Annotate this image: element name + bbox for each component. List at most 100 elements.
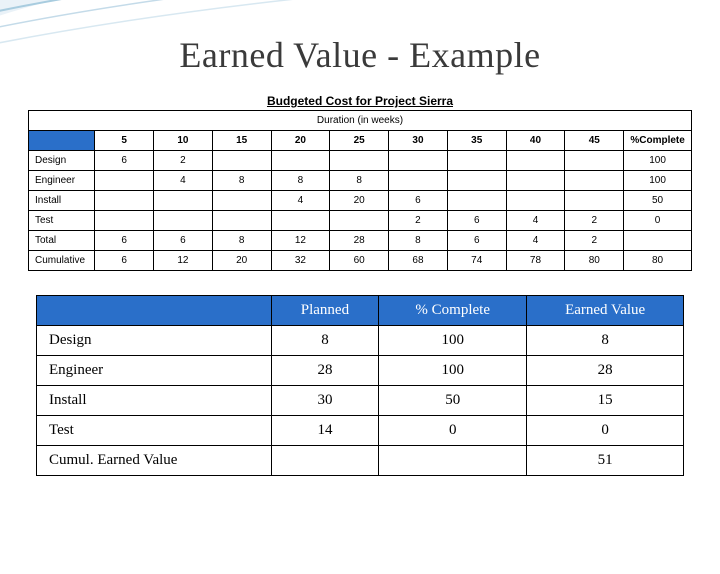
cell [95, 211, 154, 231]
cell: 78 [506, 251, 565, 271]
cell: 68 [389, 251, 448, 271]
cell [506, 151, 565, 171]
cell: 6 [95, 251, 154, 271]
table1-header: 10 [154, 131, 213, 151]
cell: 28 [330, 231, 389, 251]
cell: 15 [527, 386, 684, 416]
row-label: Engineer [37, 356, 272, 386]
row-label: Engineer [29, 171, 95, 191]
table1-header: 30 [389, 131, 448, 151]
cell: 100 [624, 151, 692, 171]
table-row: Design81008 [37, 326, 684, 356]
table1-header: 25 [330, 131, 389, 151]
cell [154, 191, 213, 211]
row-label: Cumulative [29, 251, 95, 271]
cell: 8 [212, 231, 271, 251]
table-row: Engineer2810028 [37, 356, 684, 386]
table1-header: 15 [212, 131, 271, 151]
cell: 100 [624, 171, 692, 191]
cell [212, 211, 271, 231]
table-row: Cumul. Earned Value51 [37, 446, 684, 476]
cell [624, 231, 692, 251]
cell: 80 [565, 251, 624, 271]
cell: 6 [95, 151, 154, 171]
cell [565, 171, 624, 191]
cell: 28 [271, 356, 378, 386]
duration-label: Duration (in weeks) [29, 111, 692, 131]
cell [271, 211, 330, 231]
table1-header-blank [29, 131, 95, 151]
cell: 12 [271, 231, 330, 251]
earned-value-table-container: Planned % Complete Earned Value Design81… [36, 295, 684, 476]
cell: 4 [506, 231, 565, 251]
budget-table-container: Budgeted Cost for Project Sierra Duratio… [28, 94, 692, 271]
table2-header: Planned [271, 296, 378, 326]
cell: 4 [506, 211, 565, 231]
cell: 80 [624, 251, 692, 271]
cell: 14 [271, 416, 378, 446]
cell: 0 [379, 416, 527, 446]
row-label: Total [29, 231, 95, 251]
table-row: Test26420 [29, 211, 692, 231]
cell [271, 151, 330, 171]
cell: 8 [527, 326, 684, 356]
cell: 30 [271, 386, 378, 416]
cell [212, 151, 271, 171]
table1-header-row: 5 10 15 20 25 30 35 40 45 %Complete [29, 131, 692, 151]
cell [389, 171, 448, 191]
cell: 6 [154, 231, 213, 251]
cell: 32 [271, 251, 330, 271]
cell [565, 191, 624, 211]
cell: 2 [565, 211, 624, 231]
table2-header-blank [37, 296, 272, 326]
cell [271, 446, 378, 476]
table1-header: 40 [506, 131, 565, 151]
cell: 2 [389, 211, 448, 231]
table1-header: 45 [565, 131, 624, 151]
duration-header-row: Duration (in weeks) [29, 111, 692, 131]
budget-table: Budgeted Cost for Project Sierra Duratio… [28, 94, 692, 271]
page-title: Earned Value - Example [0, 34, 720, 76]
cell [447, 191, 506, 211]
cell [379, 446, 527, 476]
cell: 8 [271, 326, 378, 356]
table2-header: % Complete [379, 296, 527, 326]
cell [506, 171, 565, 191]
cell: 2 [154, 151, 213, 171]
cell: 0 [527, 416, 684, 446]
table-row: Install305015 [37, 386, 684, 416]
cell [95, 171, 154, 191]
cell: 28 [527, 356, 684, 386]
table2-header-row: Planned % Complete Earned Value [37, 296, 684, 326]
cell [447, 171, 506, 191]
row-label: Test [29, 211, 95, 231]
table1-header: 5 [95, 131, 154, 151]
cell: 6 [447, 211, 506, 231]
cell: 4 [271, 191, 330, 211]
cell: 50 [379, 386, 527, 416]
cell: 8 [271, 171, 330, 191]
cell: 74 [447, 251, 506, 271]
table-row: Install420650 [29, 191, 692, 211]
table1-header: %Complete [624, 131, 692, 151]
cell: 100 [379, 356, 527, 386]
row-label: Design [29, 151, 95, 171]
budget-table-caption: Budgeted Cost for Project Sierra [28, 94, 692, 110]
cell: 12 [154, 251, 213, 271]
cell: 0 [624, 211, 692, 231]
table-row: Engineer4888100 [29, 171, 692, 191]
cell: 60 [330, 251, 389, 271]
cell: 6 [389, 191, 448, 211]
cell: 20 [330, 191, 389, 211]
cell: 6 [95, 231, 154, 251]
cell: 6 [447, 231, 506, 251]
table2-header: Earned Value [527, 296, 684, 326]
cell [95, 191, 154, 211]
table-row: Design62 100 [29, 151, 692, 171]
table-row: Test1400 [37, 416, 684, 446]
row-label: Cumul. Earned Value [37, 446, 272, 476]
row-label: Install [37, 386, 272, 416]
cell [389, 151, 448, 171]
row-label: Test [37, 416, 272, 446]
cell [565, 151, 624, 171]
